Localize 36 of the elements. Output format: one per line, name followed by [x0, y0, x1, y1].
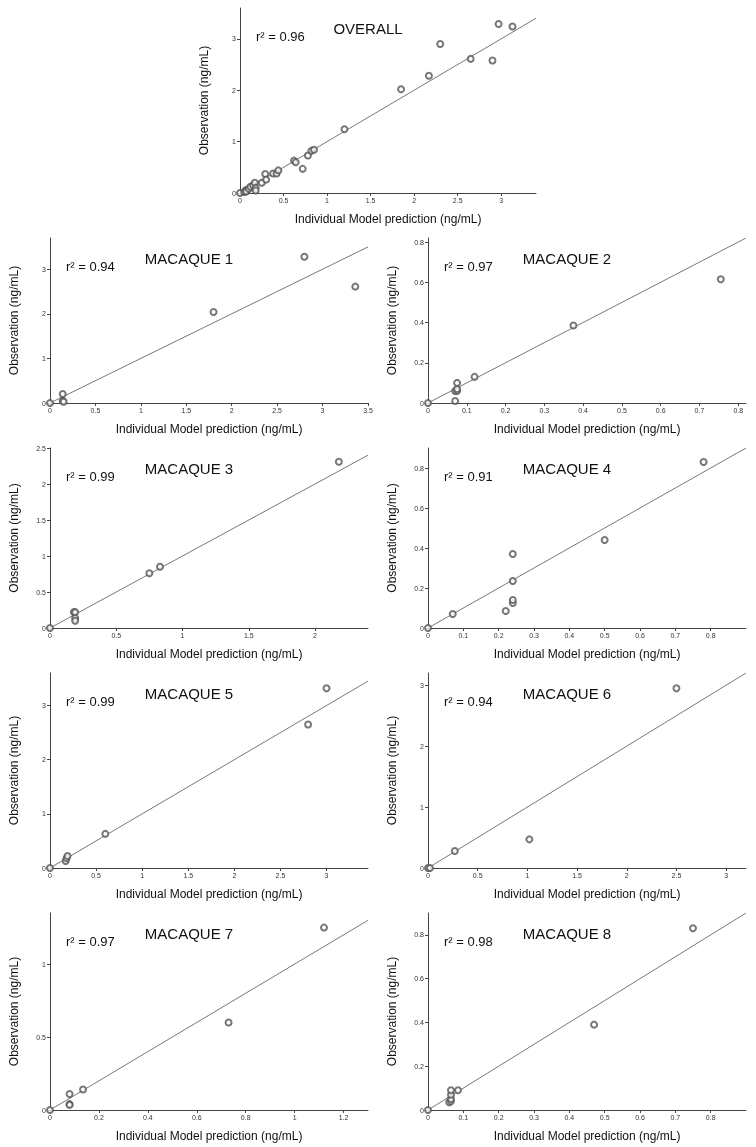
y-axis-title: Observation (ng/mL): [7, 483, 21, 593]
text: MACAQUE 5: [144, 685, 234, 702]
annotation: r² = 0.96: [256, 29, 305, 44]
annotation: r² = 0.97: [66, 934, 115, 949]
x-axis-title: Individual Model prediction (ng/mL): [493, 422, 681, 436]
y-axis-title: Observation (ng/mL): [385, 715, 399, 826]
x-axis-title: Individual Model prediction (ng/mL): [493, 1129, 681, 1143]
text: MACAQUE 6: [522, 685, 612, 702]
y-axis-title: Observation (ng/mL): [385, 483, 399, 593]
y-axis-title: Observation (ng/mL): [7, 715, 21, 826]
annotation: r² = 0.99: [66, 694, 115, 709]
x-axis-title: Individual Model prediction (ng/mL): [115, 887, 303, 901]
x-axis-title: Individual Model prediction (ng/mL): [115, 1129, 303, 1143]
x-axis-title: Individual Model prediction (ng/mL): [493, 647, 681, 661]
annotation: r² = 0.94: [444, 694, 493, 709]
y-axis-title: Observation (ng/mL): [385, 956, 399, 1067]
y-axis-title: Observation (ng/mL): [197, 45, 211, 156]
annotation: r² = 0.91: [444, 469, 493, 484]
text: MACAQUE 1: [144, 250, 234, 267]
text: MACAQUE 4: [522, 460, 612, 477]
text: MACAQUE 8: [522, 925, 612, 942]
x-axis-title: Individual Model prediction (ng/mL): [115, 422, 303, 436]
y-axis-title: Observation (ng/mL): [385, 265, 399, 376]
x-axis-title: Individual Model prediction (ng/mL): [493, 887, 681, 901]
annotation: r² = 0.97: [444, 259, 493, 274]
annotation: r² = 0.99: [66, 469, 115, 484]
x-axis-title: Individual Model prediction (ng/mL): [294, 212, 482, 226]
y-axis-title: Observation (ng/mL): [7, 956, 21, 1067]
text: MACAQUE 3: [144, 460, 234, 477]
text: MACAQUE 2: [522, 250, 612, 267]
annotation: r² = 0.98: [444, 934, 493, 949]
y-axis-title: Observation (ng/mL): [7, 265, 21, 376]
x-axis-title: Individual Model prediction (ng/mL): [115, 647, 303, 661]
annotation: r² = 0.94: [66, 259, 115, 274]
text: MACAQUE 7: [144, 925, 234, 942]
text: OVERALL: [333, 20, 403, 37]
